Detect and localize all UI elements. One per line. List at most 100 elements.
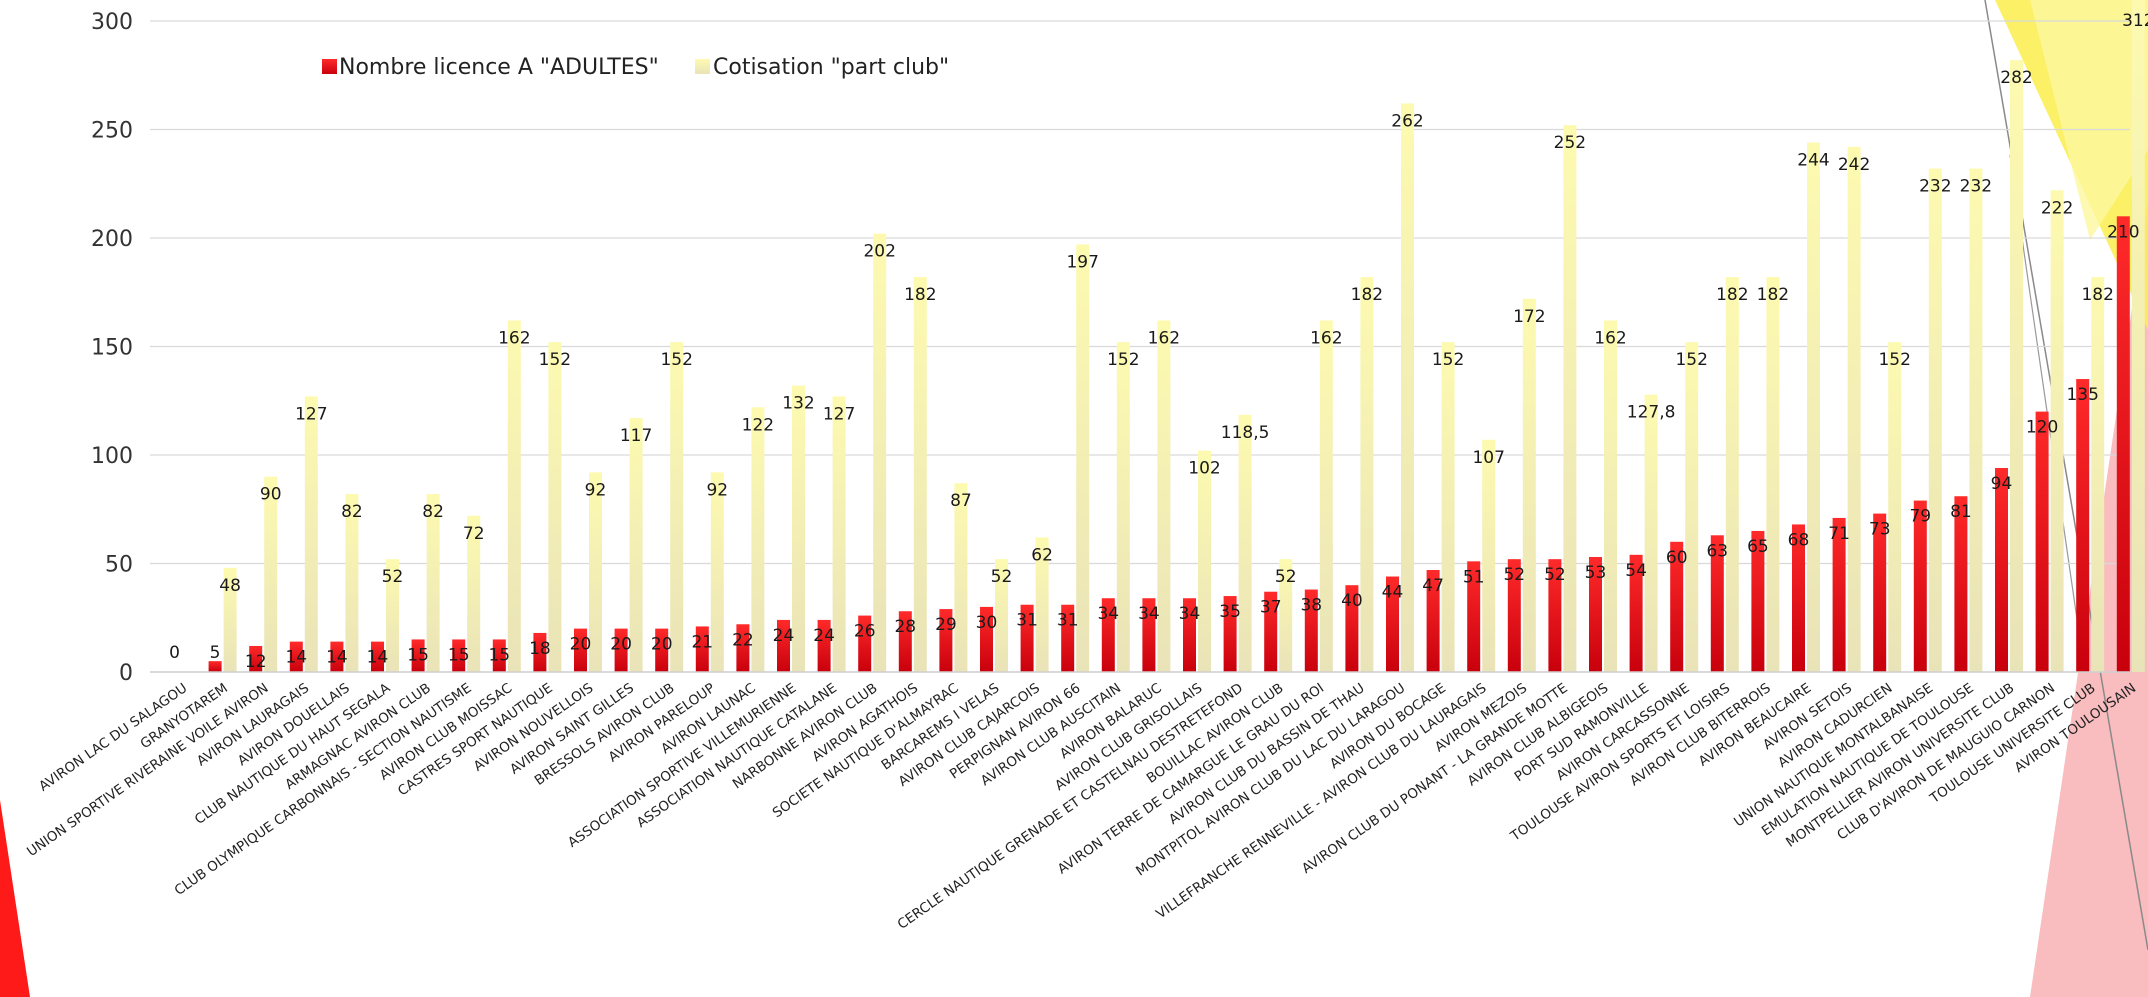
bar-licence [980,606,993,672]
data-label-cotisation: 244 [1797,151,1829,171]
data-label-cotisation: 52 [991,567,1013,587]
bar-cotisation [426,494,440,672]
bar-licence [1304,589,1318,672]
data-label-licence: 15 [407,645,429,665]
bar-licence [1954,496,1968,672]
legend-label-cotisation: Cotisation "part club" [713,55,949,80]
data-label-cotisation: 62 [1031,545,1053,565]
bar-licence [1142,598,1156,672]
data-label-cotisation: 152 [1878,350,1910,370]
data-label-cotisation: 90 [260,485,282,505]
data-label-licence: 210 [2107,222,2139,242]
data-label-cotisation: 127 [295,404,327,424]
data-label-cotisation: 262 [1391,111,1423,131]
bar-licence [1751,530,1765,672]
bar-cotisation [2091,277,2105,672]
bar-licence [2035,411,2049,672]
data-label-licence: 135 [2066,385,2098,405]
bar-cotisation [507,320,521,672]
bar-licence [655,628,669,672]
bar-cotisation [1319,320,1333,672]
data-label-cotisation: 82 [422,502,444,522]
data-label-licence: 54 [1625,561,1647,581]
data-label-licence: 47 [1422,576,1444,596]
bar-cotisation [670,342,684,672]
bar-cotisation [264,476,278,672]
data-label-licence: 120 [2026,418,2058,438]
bar-cotisation [1847,146,1861,673]
data-label-cotisation: 162 [1148,328,1180,348]
legend-swatch-cotisation [695,59,710,74]
legend-label-licence: Nombre licence A "ADULTES" [339,55,659,80]
bar-cotisation [345,494,359,672]
bar-licence [1061,604,1075,672]
data-label-cotisation: 117 [620,426,652,446]
bar-licence [574,628,587,672]
data-label-licence: 53 [1585,563,1607,583]
bar-cotisation [2050,190,2064,672]
data-label-cotisation: 222 [2041,198,2073,218]
y-tick-label: 250 [91,119,133,144]
bar-cotisation [995,559,1008,672]
data-label-licence: 31 [1016,611,1038,631]
bar-cotisation [751,407,765,672]
data-label-cotisation: 87 [950,491,972,511]
data-label-cotisation: 232 [1919,177,1951,197]
data-label-cotisation: 127,8 [1627,403,1676,423]
data-label-licence: 14 [367,648,389,668]
data-label-cotisation: 252 [1554,133,1586,153]
data-label-licence: 79 [1909,507,1931,527]
bar-cotisation [1807,142,1820,672]
bar-licence [330,641,344,672]
data-label-cotisation: 172 [1513,307,1545,327]
data-label-cotisation: 232 [1960,177,1992,197]
bar-licence [736,624,750,672]
bar-cotisation [1888,342,1902,672]
data-label-cotisation: 152 [1432,350,1464,370]
decor-yellow-top-right-light [2030,0,2148,240]
data-label-licence: 37 [1260,598,1282,618]
data-label-licence: 68 [1788,530,1810,550]
bar-cotisation [1563,125,1577,672]
data-label-licence: 0 [169,643,180,663]
bar-cotisation [1969,168,1983,672]
bar-cotisation [1766,277,1780,672]
data-label-cotisation: 242 [1838,155,1870,175]
legend: Nombre licence A "ADULTES" Cotisation "p… [322,55,949,80]
bar-licence [1995,468,2008,672]
bar-licence [1467,561,1481,672]
data-labels: 0 5 48 12 90 14 127 14 82 14 52 15 82 15 72 15 162 18 152 2… [169,11,2148,672]
data-label-cotisation: 152 [660,350,692,370]
bar-cotisation [1360,277,1374,672]
bar-cotisation [1604,320,1617,672]
bar-licence [1589,556,1602,672]
bar-cotisation [304,396,318,672]
data-label-licence: 18 [529,639,551,659]
bar-cotisation [1482,439,1496,672]
bar-cotisation [629,418,643,672]
bar-cotisation [1644,394,1658,672]
data-label-licence: 34 [1179,604,1201,624]
bar-licence [1913,500,1927,672]
bar-licence [411,639,425,672]
data-label-cotisation: 72 [463,524,485,544]
bar-licence [777,619,790,672]
bar-cotisation [792,385,805,672]
data-label-licence: 15 [448,645,470,665]
bar-licence [1629,554,1643,672]
data-label-licence: 73 [1869,520,1891,540]
y-tick-label: 50 [105,553,133,578]
bar-licence [208,661,222,672]
data-label-licence: 65 [1747,537,1769,557]
bar-cotisation [467,515,481,672]
bar-cotisation [1116,342,1130,672]
bar-licence [289,641,303,672]
data-label-licence: 31 [1057,611,1079,631]
bar-licence [371,641,384,672]
data-label-cotisation: 152 [539,350,571,370]
bar-licence [533,632,547,672]
data-label-licence: 20 [570,635,592,655]
bar-cotisation [1725,277,1739,672]
